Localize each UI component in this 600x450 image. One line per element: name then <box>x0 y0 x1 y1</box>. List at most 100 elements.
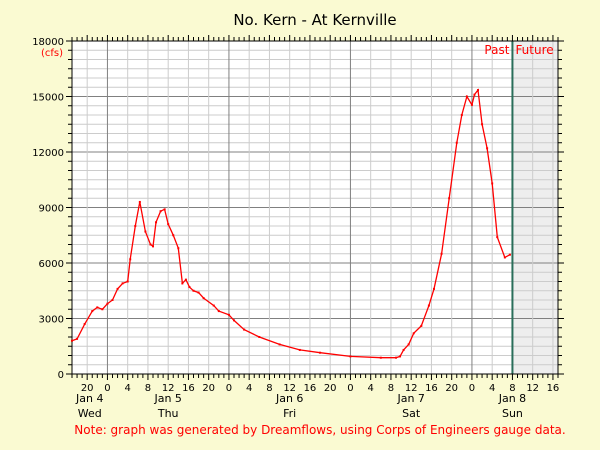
data-point <box>159 210 162 213</box>
data-point <box>395 356 397 359</box>
data-point <box>470 103 473 106</box>
data-point <box>349 355 352 358</box>
grid <box>72 41 558 374</box>
x-tick-label: 8 <box>388 383 394 394</box>
x-tick-label: 16 <box>182 383 195 394</box>
data-point <box>298 348 301 351</box>
data-point <box>106 302 109 305</box>
axis-labels: 0 3000 6000 9000 12000 15000 18000 20 0 4 8 12 16 20 0… <box>32 37 559 420</box>
x-tick-label: 12 <box>162 383 175 394</box>
data-point <box>508 253 511 256</box>
x-tick-label: 12 <box>405 383 418 394</box>
day-weekday-label: Sun <box>502 407 523 420</box>
data-point <box>233 319 235 322</box>
data-point <box>227 313 230 316</box>
data-point <box>212 304 215 307</box>
data-point <box>96 306 99 309</box>
data-point <box>163 208 166 211</box>
x-tick-label: 16 <box>425 383 438 394</box>
data-point <box>138 200 141 203</box>
data-point <box>83 323 86 326</box>
data-point <box>420 324 423 327</box>
data-point <box>319 351 322 354</box>
data-point <box>486 147 489 150</box>
x-tick-label: 20 <box>81 383 94 394</box>
data-point <box>177 247 180 250</box>
data-point <box>477 89 480 92</box>
y-tick-label: 0 <box>58 370 64 381</box>
data-point <box>402 348 405 351</box>
data-point <box>491 182 494 185</box>
x-tick-label: 12 <box>526 383 539 394</box>
data-point <box>149 243 152 246</box>
data-point <box>217 310 220 313</box>
plot-frame <box>71 40 559 375</box>
data-point <box>91 310 94 313</box>
data-point <box>258 336 261 338</box>
data-point <box>455 141 458 144</box>
day-date-label: Jan 6 <box>275 392 303 405</box>
data-point <box>101 308 104 311</box>
y-tick-label: 9000 <box>39 204 64 215</box>
data-point <box>197 291 200 294</box>
data-point <box>481 123 484 126</box>
x-tick-label: 12 <box>283 383 296 394</box>
data-point <box>407 343 410 346</box>
data-point <box>379 356 382 359</box>
data-point <box>129 258 132 261</box>
day-date-label: Jan 5 <box>153 392 181 405</box>
y-tick-label: 3000 <box>39 315 64 326</box>
data-point <box>243 328 246 331</box>
day-weekday-label: Sat <box>402 407 421 420</box>
data-point <box>465 95 468 98</box>
data-point <box>192 289 195 292</box>
x-tick-label: 16 <box>304 383 317 394</box>
data-point <box>126 280 129 283</box>
y-tick-label: 6000 <box>39 259 64 270</box>
y-tick-label: 12000 <box>32 148 64 159</box>
data-point <box>167 223 170 226</box>
data-point <box>202 297 205 300</box>
x-tick-label: 16 <box>547 383 560 394</box>
x-tick-label: 0 <box>347 383 353 394</box>
y-axis-unit: (cfs) <box>41 48 63 59</box>
data-point <box>76 337 79 340</box>
day-weekday-label: Wed <box>78 407 102 420</box>
day-date-label: Jan 4 <box>75 392 103 405</box>
data-point <box>412 332 415 335</box>
data-point <box>503 256 506 259</box>
data-point <box>440 252 443 255</box>
data-point <box>184 278 187 281</box>
chart-title: No. Kern - At Kernville <box>233 11 396 29</box>
data-point <box>460 114 463 116</box>
data-point <box>152 245 154 248</box>
x-tick-label: 20 <box>324 383 337 394</box>
data-point <box>432 287 435 290</box>
data-point <box>473 93 476 96</box>
x-tick-label: 4 <box>246 383 252 394</box>
future-label: Future <box>515 43 553 57</box>
data-point <box>121 282 124 285</box>
axis-ticks <box>66 35 564 380</box>
day-date-label: Jan 7 <box>396 392 424 405</box>
data-point <box>448 197 451 200</box>
x-tick-label: 4 <box>368 383 374 394</box>
data-point <box>188 286 191 289</box>
x-tick-label: 8 <box>145 383 151 394</box>
x-tick-label: 20 <box>202 383 215 394</box>
data-point <box>172 234 175 237</box>
data-point <box>496 236 499 239</box>
x-tick-label: 4 <box>125 383 131 394</box>
x-tick-label: 0 <box>469 383 475 394</box>
data-point <box>155 221 158 224</box>
x-tick-label: 8 <box>509 383 515 394</box>
data-point <box>278 343 281 346</box>
x-tick-label: 8 <box>266 383 272 394</box>
data-point <box>399 355 402 358</box>
past-label: Past <box>484 43 509 57</box>
data-point <box>134 225 137 227</box>
y-tick-label: 18000 <box>32 37 64 48</box>
footnote: Note: graph was generated by Dreamflows,… <box>74 423 565 437</box>
flow-series-line <box>71 88 511 359</box>
